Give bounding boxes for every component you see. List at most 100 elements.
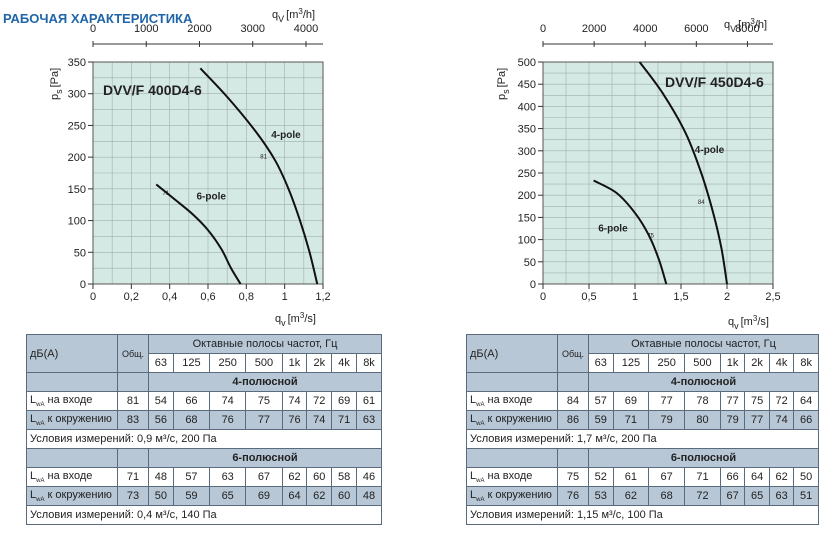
band-value: 69 [245,486,283,506]
lwa-symbol: L [30,488,37,501]
lwa-subscript: wA [36,421,45,428]
band-value: 77 [245,410,283,430]
row-label: LwA на входе [26,391,118,411]
noise-table-450: дБ(A) Общ. Октавные полосы частот, Гц 63 125… [466,334,819,525]
band-value: 63 [356,410,382,430]
band-value: 77 [648,391,686,411]
y-tick-label: 450 [518,79,536,91]
freq-header: 4k [331,353,357,373]
section-title: 4-полюсной [148,372,382,392]
band-value: 72 [306,391,333,411]
band-value: 54 [148,391,174,411]
band-value: 46 [356,467,382,487]
band-value: 60 [306,467,333,487]
x2-axis-label: qV [m3/h] [724,17,767,34]
measurement-conditions: Условия измерений: 1,7 м³/с, 200 Па [466,429,819,449]
band-value: 62 [768,467,795,487]
band-value: 48 [148,467,174,487]
row-label: LwA на входе [26,467,118,487]
octave-header: Октавные полосы частот, Гц [588,334,819,354]
y-tick-label: 150 [68,184,86,196]
x-tick-label: 0 [90,291,96,303]
band-value: 48 [356,486,382,506]
lwa-subscript: wA [476,402,485,409]
row-label: LwA к окружению [466,486,558,506]
band-value: 65 [744,486,770,506]
freq-header: 125 [172,353,211,373]
measurement-conditions: Условия измерений: 0,9 м³/с, 200 Па [26,429,382,449]
row-label: LwA на входе [466,467,558,487]
freq-header: 2k [306,353,333,373]
band-value: 68 [172,410,211,430]
band-value: 65 [209,486,247,506]
band-value: 72 [768,391,795,411]
measurement-conditions: Условия измерений: 0,4 м³/с, 140 Па [26,505,382,525]
curve-point-label: 71 [162,191,169,197]
total-header: Общ. [117,334,149,373]
band-value: 64 [281,486,308,506]
x-tick-label: 0 [540,291,546,303]
band-value: 64 [744,467,770,487]
freq-header: 2k [744,353,770,373]
y-tick-label: 0 [80,279,86,291]
row-label: LwA на входе [466,391,558,411]
band-value: 71 [612,410,650,430]
lwa-symbol: L [30,469,37,482]
y-tick-label: 100 [68,216,86,228]
row-label-text: к окружению [44,412,112,425]
band-value: 56 [148,410,174,430]
lwa-subscript: wA [476,497,485,504]
row-label-text: к окружению [484,412,552,425]
freq-header: 1k [281,353,308,373]
y-tick-label: 250 [518,168,536,180]
curve-4-pole [638,61,728,285]
y-tick-label: 50 [524,257,536,269]
section-title: 6-полюсной [588,448,819,468]
octave-header: Октавные полосы частот, Гц [148,334,382,354]
row-total: 83 [117,410,149,430]
x2-axis-label: qV [m3/h] [272,7,315,24]
curve-6-pole [155,183,242,285]
band-value: 53 [588,486,614,506]
y-tick-label: 200 [68,152,86,164]
curve-label-4-pole: 4-pole [271,130,301,141]
band-value: 76 [209,410,247,430]
band-value: 77 [744,410,770,430]
model-label: DVV/F 450D4-6 [665,74,764,90]
curve-label-6-pole: 6-pole [197,192,227,203]
dba-header: дБ(A) [26,334,118,373]
band-value: 64 [793,391,819,411]
x-tick-label: 1 [632,291,638,303]
band-value: 61 [356,391,382,411]
band-value: 62 [281,467,308,487]
x-tick-label: 0,8 [239,291,254,303]
row-total: 84 [557,391,589,411]
freq-header: 125 [612,353,650,373]
total-header: Общ. [557,334,589,373]
freq-header: 500 [245,353,283,373]
section-spacer [557,372,589,392]
freq-header: 4k [768,353,795,373]
band-value: 62 [306,486,333,506]
curve-6-pole [593,179,668,285]
freq-header: 250 [648,353,686,373]
y-tick-label: 350 [518,124,536,136]
y-tick-label: 100 [518,235,536,247]
x2-tick-label: 8000 [735,23,759,35]
band-value: 63 [209,467,247,487]
curve-point-label: 75 [647,233,654,239]
y-axis-label: ps[Pa] [49,68,64,100]
row-label-text: на входе [44,469,93,482]
x-tick-label: 2 [724,291,730,303]
band-value: 69 [331,391,357,411]
x-tick-label: 0,6 [200,291,215,303]
lwa-symbol: L [470,412,477,425]
band-value: 77 [719,391,746,411]
band-value: 59 [172,486,211,506]
x2-tick-label: 1000 [134,23,158,35]
x2-tick-label: 2000 [187,23,211,35]
row-label: LwA к окружению [26,486,118,506]
section-spacer [26,372,118,392]
row-total: 73 [117,486,149,506]
band-value: 63 [768,486,795,506]
